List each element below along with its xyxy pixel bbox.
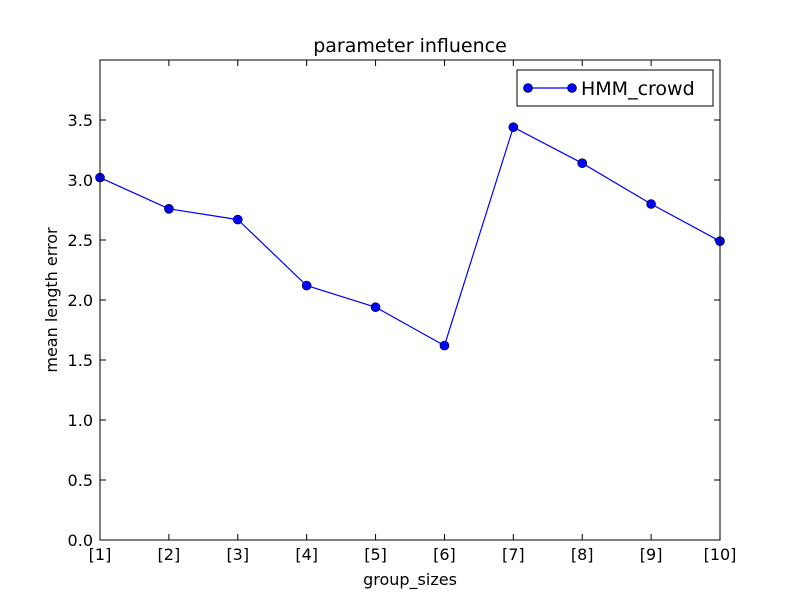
y-tick-label: 2.0 bbox=[68, 291, 93, 310]
legend-box bbox=[516, 69, 714, 107]
data-point bbox=[439, 340, 450, 351]
data-point bbox=[301, 280, 312, 291]
chart-title: parameter influence bbox=[313, 35, 507, 57]
x-tick-label: [2] bbox=[158, 545, 181, 564]
tick-labels: [1] [2] [3] [4] [5] [6] [7] [8] [9] [10] 0.0 0.5 1.0… bbox=[68, 111, 737, 564]
legend: HMM_crowd bbox=[516, 69, 714, 107]
x-tick-label: [4] bbox=[295, 545, 318, 564]
x-tick-label: [5] bbox=[364, 545, 387, 564]
x-tick-label: [10] bbox=[704, 545, 737, 564]
y-tick-label: 1.5 bbox=[68, 351, 93, 370]
legend-marker bbox=[567, 83, 577, 93]
plot-frame bbox=[99, 59, 721, 541]
data-point bbox=[164, 204, 174, 214]
data-point bbox=[370, 302, 381, 313]
y-tick-label: 3.5 bbox=[68, 111, 93, 130]
data-point bbox=[232, 214, 243, 225]
data-point bbox=[508, 122, 519, 132]
y-tick-label: 1.0 bbox=[68, 411, 93, 430]
y-tick-label: 2.5 bbox=[68, 231, 93, 250]
x-tick-label: [1] bbox=[89, 545, 112, 564]
x-tick-label: [7] bbox=[502, 545, 525, 564]
series-line bbox=[99, 126, 721, 347]
x-tick-label: [8] bbox=[571, 545, 594, 564]
y-tick-label: 3.0 bbox=[68, 171, 93, 190]
x-tick-label: [6] bbox=[433, 545, 456, 564]
legend-label: HMM_crowd bbox=[581, 78, 695, 100]
y-axis-label: mean length error bbox=[42, 227, 61, 373]
data-point bbox=[646, 199, 656, 209]
x-tick-label: [9] bbox=[640, 545, 663, 564]
y-tick-label: 0.5 bbox=[68, 471, 93, 490]
data-point bbox=[577, 158, 588, 168]
y-tick-label: 0.0 bbox=[68, 531, 93, 550]
x-tick-label: [3] bbox=[226, 545, 249, 564]
x-axis-label: group_sizes bbox=[363, 570, 457, 590]
legend-marker bbox=[523, 83, 533, 93]
